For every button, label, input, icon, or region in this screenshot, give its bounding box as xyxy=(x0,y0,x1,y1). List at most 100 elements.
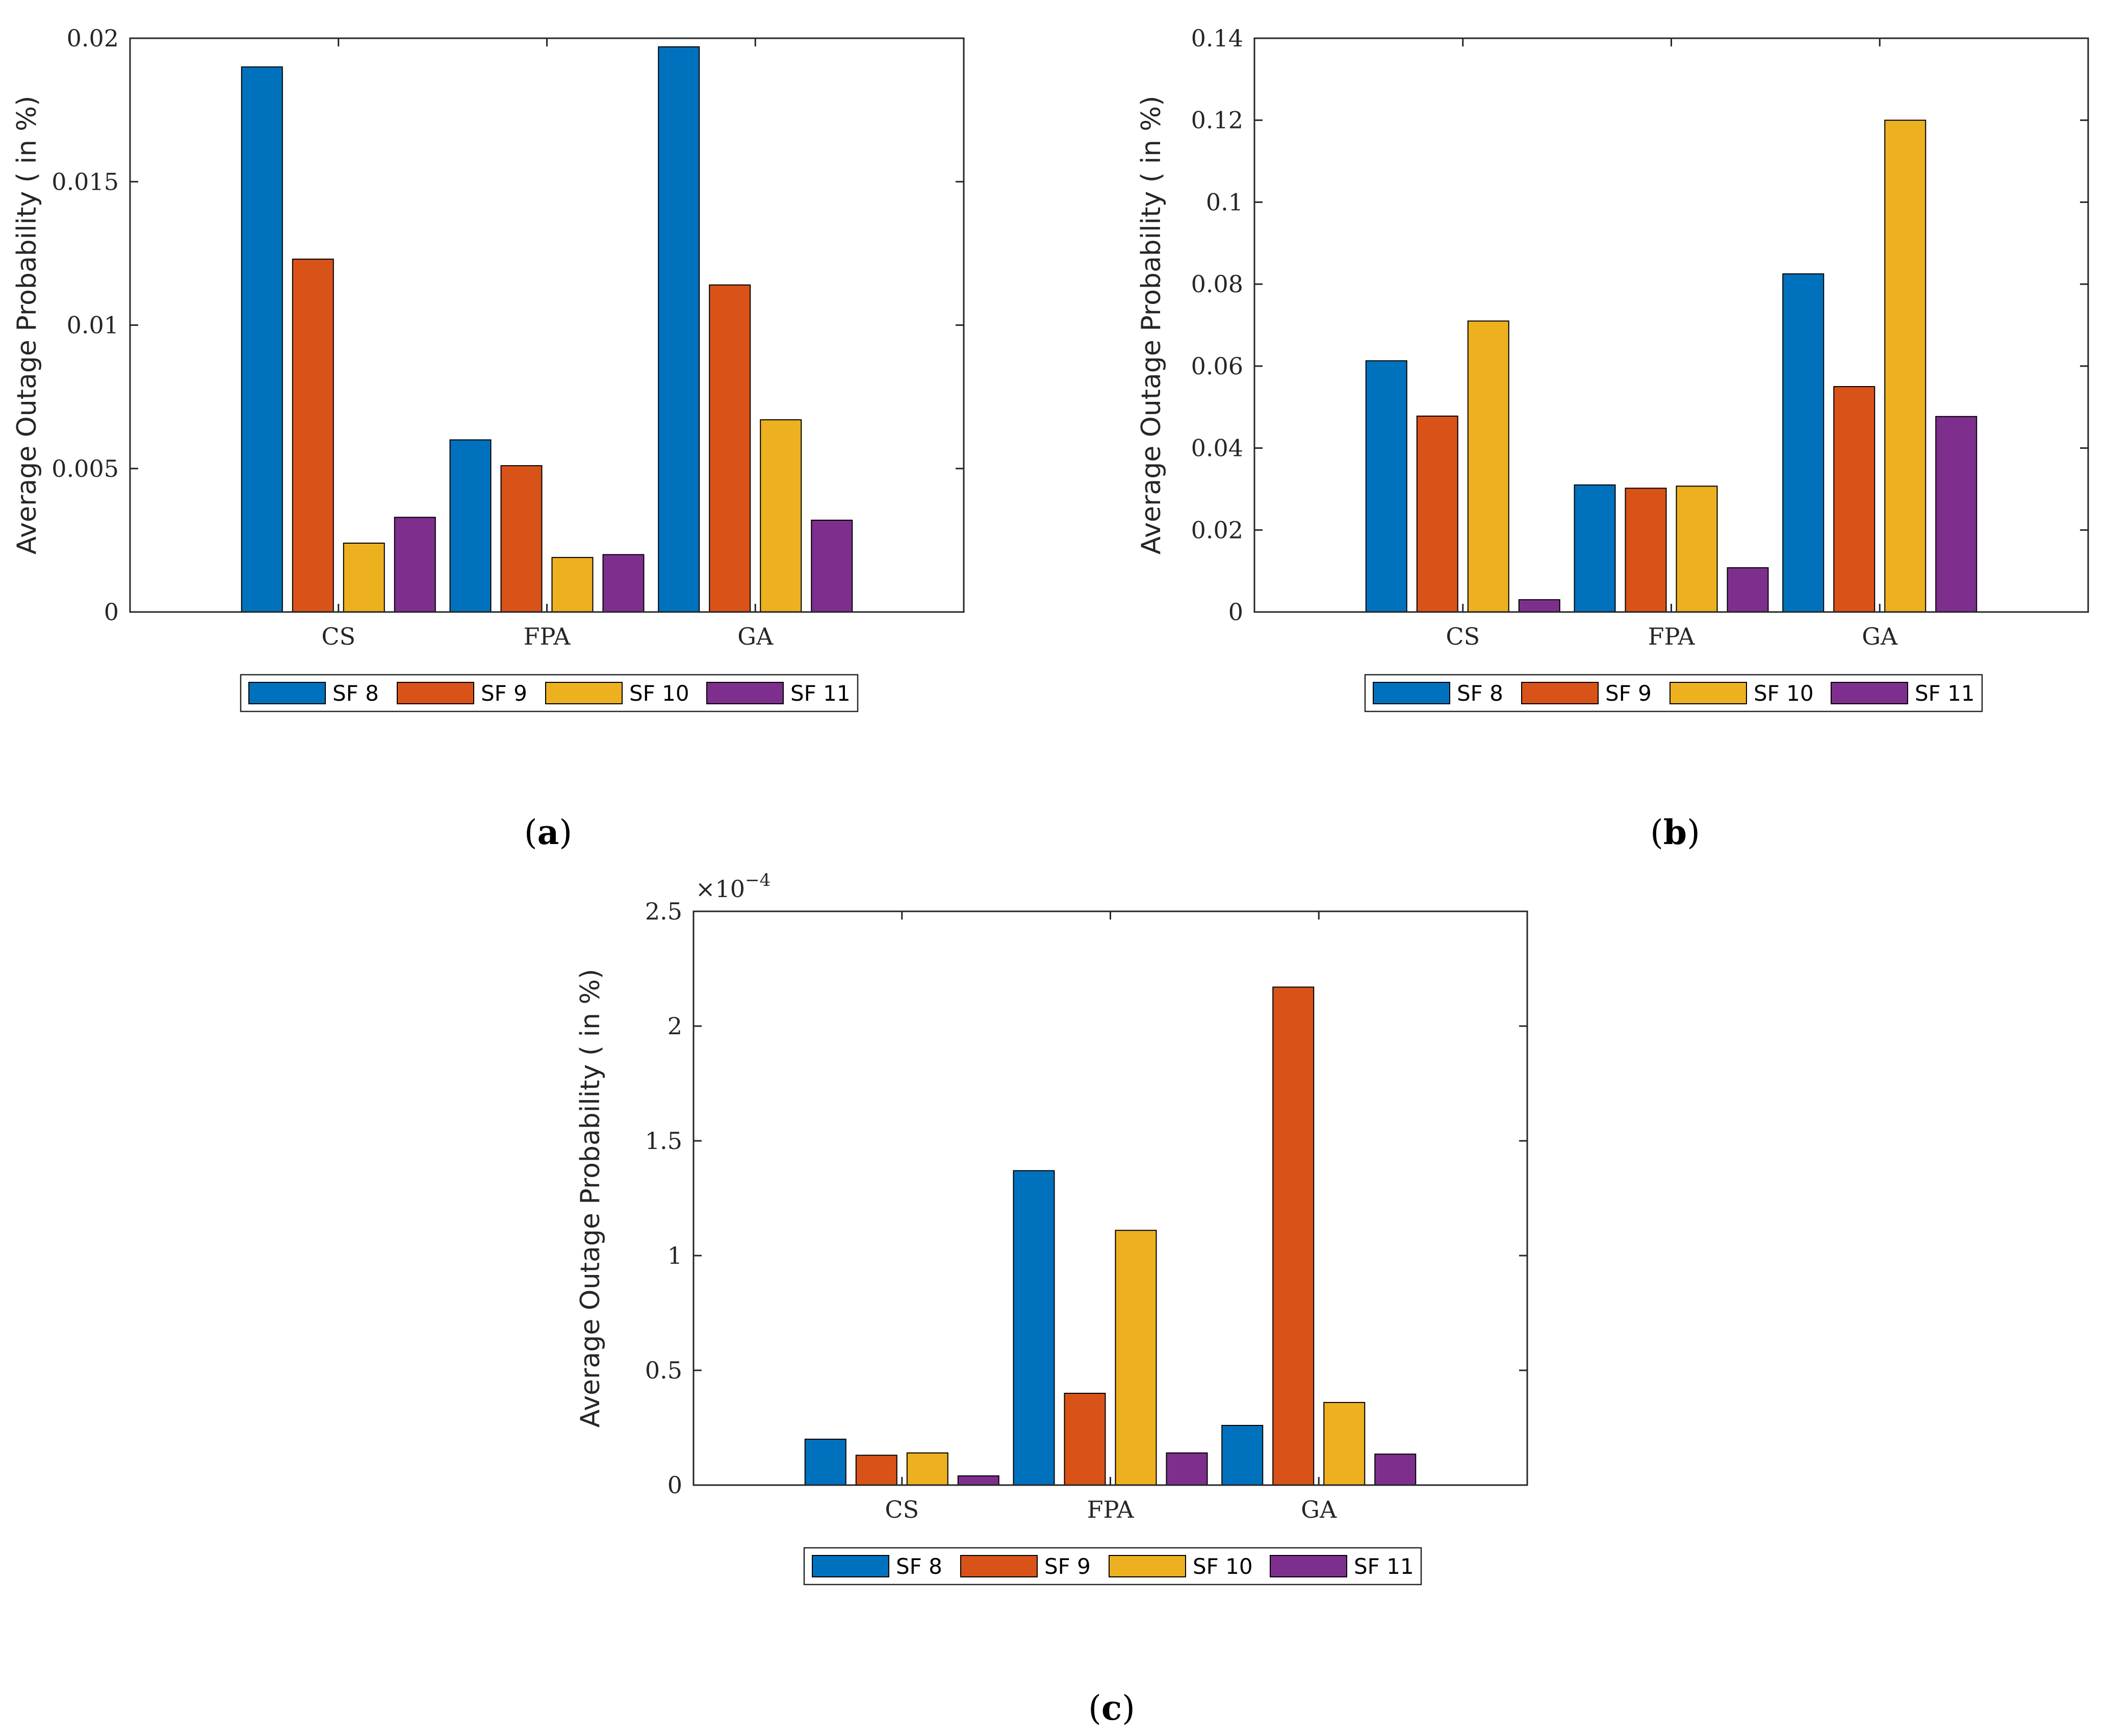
bar-sf8-ga xyxy=(658,46,700,612)
legend-swatch xyxy=(1270,1555,1347,1577)
bar-sf9-cs xyxy=(1416,415,1458,613)
legend-swatch xyxy=(1831,682,1908,704)
bar-sf11-ga xyxy=(1374,1453,1417,1486)
x-tick-label: FPA xyxy=(1087,1496,1135,1523)
y-tick-label: 0.12 xyxy=(1191,107,1243,134)
bar-sf10-ga xyxy=(1323,1402,1366,1486)
x-tick-label: GA xyxy=(1301,1496,1337,1523)
y-exponent-label: ×10−4 xyxy=(696,870,771,903)
y-axis-label: Average Outage Probability ( in %) xyxy=(12,96,42,555)
y-tick-label: 2.5 xyxy=(645,898,682,925)
caption-open: ( xyxy=(1650,813,1663,852)
bar-sf10-fpa xyxy=(1115,1230,1157,1486)
legend: SF 8 SF 9 SF 10 SF 11 xyxy=(1364,674,1983,712)
bar-sf10-cs xyxy=(343,543,385,612)
legend-swatch xyxy=(706,682,784,704)
legend-label: SF 8 xyxy=(1457,681,1503,706)
legend-swatch xyxy=(1670,682,1747,704)
legend-swatch xyxy=(545,682,623,704)
legend-swatch xyxy=(960,1555,1038,1577)
bar-sf8-ga xyxy=(1782,273,1825,612)
plot-area xyxy=(694,911,1527,1485)
bar-sf9-fpa xyxy=(500,465,543,612)
legend-swatch xyxy=(812,1555,889,1577)
bar-sf8-fpa xyxy=(1013,1170,1055,1486)
bar-sf8-ga xyxy=(1221,1425,1264,1486)
bar-sf10-ga xyxy=(1884,119,1927,612)
legend-label: SF 10 xyxy=(1754,681,1814,706)
bar-sf9-fpa xyxy=(1064,1393,1106,1486)
bar-sf9-ga xyxy=(709,284,751,612)
y-tick-label: 0.14 xyxy=(1191,24,1243,52)
chart-panel-a: 0 0.005 0.01 0.015 0.02 CS FPA GA Average Outage… xyxy=(12,24,965,852)
y-tick-label: 0.02 xyxy=(1191,516,1243,544)
caption-letter: a xyxy=(537,812,559,852)
y-tick-label: 0.015 xyxy=(52,168,119,195)
legend-label: SF 11 xyxy=(790,681,851,706)
bar-sf9-ga xyxy=(1272,986,1315,1486)
bar-sf11-cs xyxy=(1518,599,1560,612)
legend-label: SF 8 xyxy=(896,1554,942,1579)
y-tick-label: 0.005 xyxy=(52,455,119,482)
y-tick-label: 0.02 xyxy=(67,24,119,52)
bar-sf8-cs xyxy=(241,66,283,612)
bar-sf11-cs xyxy=(394,517,436,612)
caption-letter: c xyxy=(1101,1688,1122,1728)
legend-swatch xyxy=(248,682,326,704)
caption: (b) xyxy=(1650,812,1700,852)
caption-close: ) xyxy=(559,813,572,852)
bar-sf11-ga xyxy=(811,520,853,612)
y-tick-label: 0.5 xyxy=(645,1357,682,1384)
bar-sf11-fpa xyxy=(1166,1452,1208,1486)
legend: SF 8 SF 9 SF 10 SF 11 xyxy=(240,674,859,712)
bar-sf9-ga xyxy=(1833,386,1876,612)
x-tick-label: CS xyxy=(321,623,355,650)
x-tick-label: GA xyxy=(737,623,774,650)
legend-swatch xyxy=(1521,682,1599,704)
caption: (c) xyxy=(1088,1688,1135,1728)
bar-sf8-cs xyxy=(804,1439,846,1486)
y-tick-label: 0.01 xyxy=(67,312,119,339)
bar-sf10-fpa xyxy=(1676,486,1718,613)
legend-label: SF 11 xyxy=(1354,1554,1414,1579)
y-tick-label: 2 xyxy=(667,1012,682,1040)
y-exponent-power: −4 xyxy=(745,870,771,890)
legend-swatch xyxy=(397,682,474,704)
bar-sf11-cs xyxy=(957,1475,999,1486)
y-tick-label: 0.04 xyxy=(1191,435,1243,462)
caption-open: ( xyxy=(524,813,537,852)
bar-sf8-cs xyxy=(1365,360,1407,612)
caption: (a) xyxy=(524,812,572,852)
chart-panel-b: 0 0.02 0.04 0.06 0.08 0.1 0.12 0.14 CS FPA GA Avera… xyxy=(1136,24,2089,852)
caption-letter: b xyxy=(1663,812,1687,852)
chart-panel-c: 0 0.5 1 1.5 2 2.5 CS FPA GA ×10−4 Average Outage P… xyxy=(575,870,1528,1728)
y-tick-label: 0.06 xyxy=(1191,352,1243,380)
x-tick-label: CS xyxy=(885,1496,919,1523)
x-tick-label: GA xyxy=(1862,623,1898,650)
bar-sf11-fpa xyxy=(602,554,645,612)
x-tick-label: CS xyxy=(1446,623,1480,650)
bar-sf10-cs xyxy=(1467,320,1509,612)
legend-label: SF 9 xyxy=(1044,1554,1091,1579)
bar-sf8-fpa xyxy=(1574,484,1616,613)
x-tick-label: FPA xyxy=(1648,623,1696,650)
bar-sf9-cs xyxy=(292,259,334,612)
legend-label: SF 8 xyxy=(332,681,379,706)
legend-swatch xyxy=(1109,1555,1186,1577)
legend-label: SF 9 xyxy=(1605,681,1652,706)
bar-sf11-ga xyxy=(1935,416,1977,612)
legend-swatch xyxy=(1373,682,1450,704)
y-tick-label: 0 xyxy=(667,1471,682,1499)
legend-label: SF 10 xyxy=(1193,1554,1253,1579)
y-tick-label: 1 xyxy=(667,1242,682,1269)
y-tick-label: 0.1 xyxy=(1206,188,1243,216)
bar-sf10-ga xyxy=(760,419,802,612)
y-tick-label: 0.08 xyxy=(1191,270,1243,298)
bar-sf8-fpa xyxy=(449,439,492,612)
y-tick-label: 0 xyxy=(104,598,119,626)
caption-open: ( xyxy=(1088,1689,1101,1728)
caption-close: ) xyxy=(1122,1689,1135,1728)
bar-sf11-fpa xyxy=(1727,567,1769,612)
bar-sf9-cs xyxy=(855,1454,897,1486)
